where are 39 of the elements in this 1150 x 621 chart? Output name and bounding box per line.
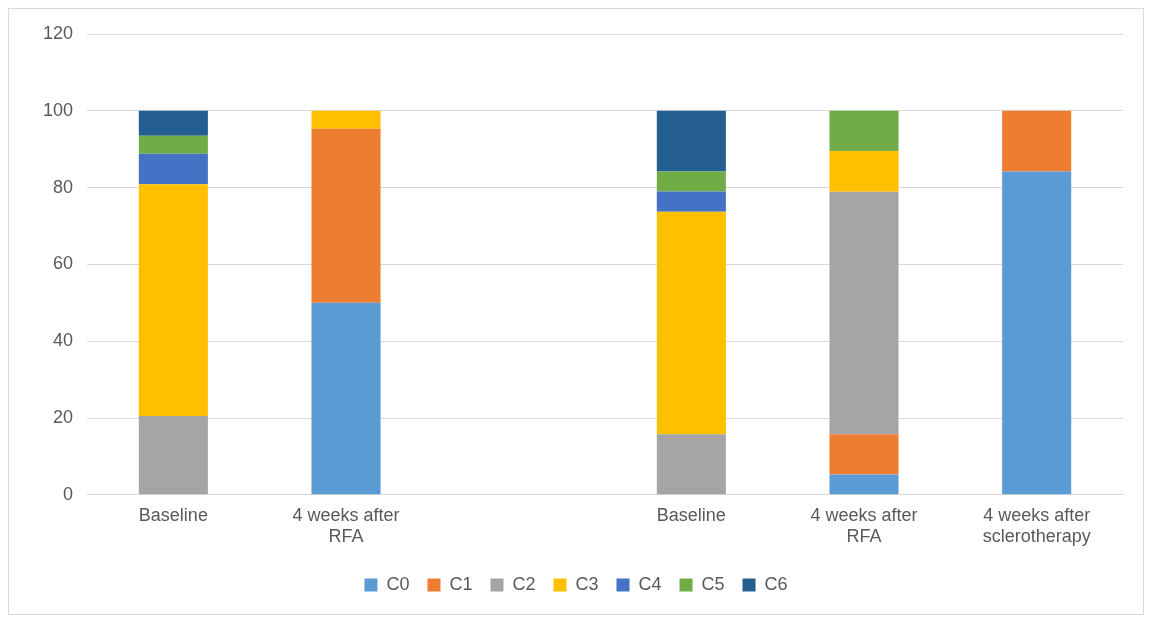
bar — [656, 211, 726, 435]
legend-label: C3 — [575, 573, 599, 594]
bar — [311, 110, 381, 129]
x-tick-label: Baseline — [656, 504, 726, 525]
bar — [138, 153, 208, 185]
x-tick-label: 4 weeks after RFA — [810, 504, 918, 547]
bar — [138, 110, 208, 136]
y-tick-label: 40 — [53, 330, 74, 351]
y-tick-label: 0 — [63, 483, 74, 504]
y-tick-label: 80 — [53, 176, 74, 197]
bar — [138, 416, 208, 495]
x-tick-label: Baseline — [138, 504, 208, 525]
legend-label: C5 — [701, 573, 725, 594]
legend-label: C0 — [386, 573, 410, 594]
y-tick-label: 20 — [53, 406, 74, 427]
bar — [829, 151, 899, 192]
bar — [656, 191, 726, 212]
bar — [829, 191, 899, 435]
legend-label: C4 — [638, 573, 662, 594]
legend-label: C2 — [512, 573, 536, 594]
bar — [1002, 110, 1072, 172]
bar — [829, 110, 899, 152]
bar — [311, 302, 381, 495]
bar — [1002, 171, 1072, 495]
bar — [656, 434, 726, 495]
bar — [656, 171, 726, 192]
bar — [829, 474, 899, 495]
x-tick-label: 4 weeks after sclerotherapy — [982, 504, 1091, 547]
bar — [829, 434, 899, 475]
legend-label: C6 — [764, 573, 788, 594]
bar — [138, 135, 208, 154]
bar — [311, 128, 381, 303]
legend-label: C1 — [449, 573, 473, 594]
bar — [138, 184, 208, 417]
bar — [656, 110, 726, 172]
y-tick-label: 100 — [42, 99, 74, 120]
x-tick-label: 4 weeks after RFA — [292, 504, 400, 547]
y-tick-label: 60 — [53, 253, 74, 274]
y-tick-label: 120 — [42, 22, 74, 43]
